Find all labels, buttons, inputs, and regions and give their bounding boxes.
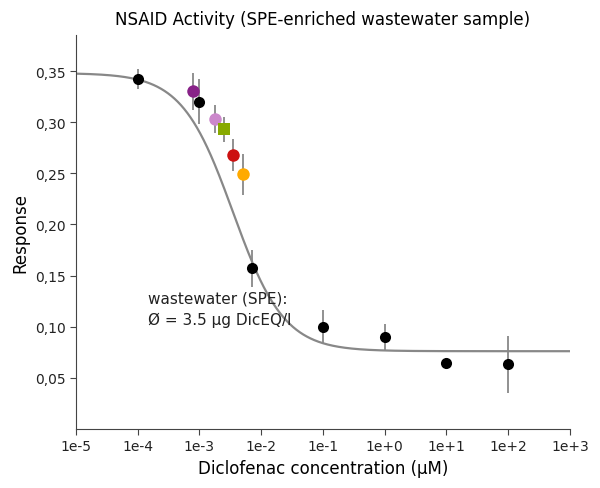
X-axis label: Diclofenac concentration (μM): Diclofenac concentration (μM) <box>198 459 448 477</box>
Y-axis label: Response: Response <box>11 193 29 272</box>
Title: NSAID Activity (SPE-enriched wastewater sample): NSAID Activity (SPE-enriched wastewater … <box>115 11 530 29</box>
Text: wastewater (SPE):
Ø = 3.5 μg DicEQ/l: wastewater (SPE): Ø = 3.5 μg DicEQ/l <box>148 291 292 327</box>
